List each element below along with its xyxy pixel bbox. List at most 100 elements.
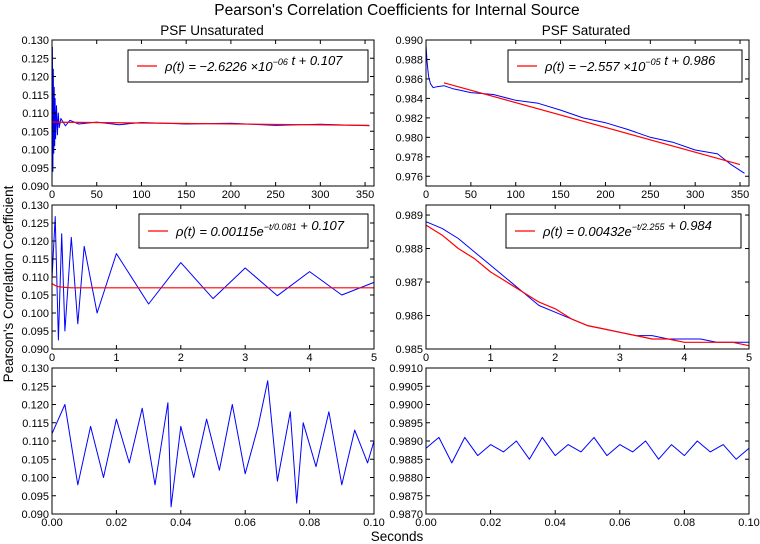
series-line-fit	[425, 224, 750, 347]
figure-title: Pearson's Correlation Coefficients for I…	[214, 2, 579, 19]
legend-box	[505, 213, 742, 249]
y-tick-label: 0.978	[395, 152, 423, 164]
panel-unsaturated-5s: 0 1 2 3 4 5 0.090 0.095 0.100 0.105 0.110 0.115 0.12…	[21, 200, 377, 364]
x-tick-label: 0.02	[480, 517, 501, 529]
y-tick-label: 0.125	[21, 381, 49, 393]
x-tick-label: 150	[177, 189, 195, 201]
y-tick-label: 0.130	[21, 35, 49, 47]
x-tick-label: 1	[488, 352, 494, 364]
x-tick-label: 0.06	[234, 517, 255, 529]
legend-label: ρ(t) = 0.00115e−t/0.081 + 0.107	[175, 218, 345, 239]
y-tick-label: 0.100	[21, 145, 49, 157]
y-axis-label: Pearson's Correlation Coefficient	[1, 185, 16, 382]
y-tick-label: 0.095	[21, 491, 49, 503]
series-line-data	[425, 44, 745, 174]
y-tick-label: 0.130	[21, 200, 49, 212]
y-tick-label: 0.988	[395, 54, 423, 66]
x-tick-label: 0.08	[299, 517, 320, 529]
x-tick-label: 350	[731, 189, 749, 201]
y-tick-label: 0.9890	[389, 436, 423, 448]
y-tick-label: 0.9870	[389, 509, 423, 521]
y-tick-label: 0.990	[395, 35, 423, 47]
y-tick-label: 0.989	[395, 210, 423, 222]
x-tick-label: 250	[641, 189, 659, 201]
y-tick-label: 0.987	[395, 277, 423, 289]
x-tick-label: 0	[423, 352, 429, 364]
y-tick-label: 0.9885	[389, 454, 423, 466]
y-tick-label: 0.115	[22, 90, 49, 102]
y-tick-label: 0.105	[21, 126, 49, 138]
x-tick-label: 0	[49, 352, 55, 364]
y-tick-label: 0.9900	[389, 400, 423, 412]
series-line-fit	[51, 282, 374, 289]
y-tick-label: 0.985	[395, 344, 423, 356]
x-tick-label: 0	[423, 189, 429, 201]
legend-label: ρ(t) = −2.557 ×10−05 t + 0.986	[544, 53, 716, 74]
x-tick-label: 300	[686, 189, 704, 201]
x-tick-label: 3	[617, 352, 623, 364]
series-line-fit	[51, 121, 370, 126]
series-line-fit	[443, 82, 741, 166]
legend-label: ρ(t) = −2.6226 ×10−06 t + 0.107	[164, 53, 343, 74]
series-line-data	[51, 216, 375, 341]
x-tick-label: 5	[746, 352, 752, 364]
y-tick-label: 0.125	[21, 218, 49, 230]
y-tick-label: 0.095	[21, 163, 49, 175]
series-line-data	[425, 436, 750, 464]
y-tick-label: 0.982	[395, 113, 423, 125]
x-tick-label: 1	[113, 352, 119, 364]
column-title-saturated: PSF Saturated	[542, 23, 631, 38]
legend: ρ(t) = 0.00432e−t/2.255 + 0.984	[505, 213, 742, 249]
x-tick-label: 0.02	[106, 517, 127, 529]
x-tick-label: 0.08	[674, 517, 695, 529]
x-tick-label: 300	[311, 189, 329, 201]
x-tick-label: 250	[266, 189, 284, 201]
y-tick-label: 0.120	[21, 236, 49, 248]
axes-frame	[425, 367, 750, 515]
x-tick-label: 50	[465, 189, 477, 201]
y-tick-label: 0.120	[21, 400, 49, 412]
x-tick-label: 0.00	[41, 517, 62, 529]
y-tick-label: 0.110	[22, 272, 49, 284]
x-axis-label: Seconds	[371, 529, 424, 544]
y-tick-label: 0.115	[22, 418, 49, 430]
y-tick-label: 0.9880	[389, 473, 423, 485]
legend: ρ(t) = −2.557 ×10−05 t + 0.986	[507, 49, 743, 83]
y-tick-label: 0.9875	[389, 491, 423, 503]
x-tick-label: 150	[551, 189, 569, 201]
x-tick-label: 2	[178, 352, 184, 364]
y-tick-label: 0.976	[395, 171, 423, 183]
x-tick-label: 0.06	[609, 517, 630, 529]
panel-saturated-5s: 0 1 2 3 4 5 0.985 0.986 0.987 0.988 0.989 ρ(t) = 0.…	[395, 204, 752, 364]
panel-saturated-full: 0 50 100 150 200 250 300 350 0.976 0.978 0.980 0.98…	[395, 35, 750, 201]
y-tick-label: 0.9895	[389, 418, 423, 430]
x-tick-label: 3	[242, 352, 248, 364]
panel-unsaturated-full: 0 50 100 150 200 250 300 350 0.090 0.095 0.100 0.10…	[21, 35, 375, 201]
x-tick-label: 2	[552, 352, 558, 364]
panel-unsaturated-0.1s: 0.00 0.02 0.04 0.06 0.08 0.10 0.090 0.095 0.100 0…	[21, 363, 384, 529]
x-tick-label: 4	[307, 352, 313, 364]
y-tick-label: 0.090	[21, 509, 49, 521]
y-tick-label: 0.984	[395, 93, 423, 105]
axes-frame	[425, 39, 750, 187]
y-tick-label: 0.090	[21, 344, 49, 356]
y-tick-label: 0.105	[21, 290, 49, 302]
column-title-unsaturated: PSF Unsaturated	[160, 23, 264, 38]
x-tick-label: 4	[681, 352, 687, 364]
x-tick-label: 200	[222, 189, 240, 201]
x-tick-label: 0.04	[544, 517, 565, 529]
y-tick-label: 0.120	[21, 72, 49, 84]
y-tick-label: 0.130	[21, 363, 49, 375]
y-tick-label: 0.980	[395, 132, 423, 144]
y-tick-label: 0.110	[22, 108, 49, 120]
legend: ρ(t) = 0.00115e−t/0.081 + 0.107	[138, 213, 369, 249]
legend-box	[138, 213, 369, 249]
x-tick-label: 100	[507, 189, 525, 201]
x-tick-label: 100	[132, 189, 150, 201]
axes-frame	[425, 204, 750, 350]
y-tick-label: 0.095	[21, 326, 49, 338]
axes-frame	[51, 367, 375, 515]
y-tick-label: 0.125	[21, 53, 49, 65]
y-tick-label: 0.100	[21, 473, 49, 485]
